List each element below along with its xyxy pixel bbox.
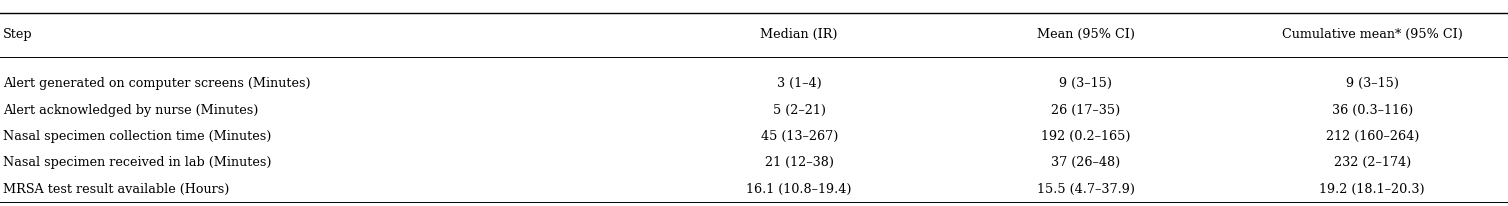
Text: Median (IR): Median (IR)	[760, 28, 838, 40]
Text: Nasal specimen collection time (Minutes): Nasal specimen collection time (Minutes)	[3, 129, 271, 142]
Text: 5 (2–21): 5 (2–21)	[772, 103, 826, 116]
Text: 16.1 (10.8–19.4): 16.1 (10.8–19.4)	[746, 182, 852, 194]
Text: 192 (0.2–165): 192 (0.2–165)	[1041, 129, 1131, 142]
Text: MRSA test result available (Hours): MRSA test result available (Hours)	[3, 182, 229, 194]
Text: 212 (160–264): 212 (160–264)	[1326, 129, 1419, 142]
Text: Alert generated on computer screens (Minutes): Alert generated on computer screens (Min…	[3, 77, 311, 90]
Text: 9 (3–15): 9 (3–15)	[1059, 77, 1113, 90]
Text: 9 (3–15): 9 (3–15)	[1345, 77, 1399, 90]
Text: Cumulative mean* (95% CI): Cumulative mean* (95% CI)	[1282, 28, 1463, 40]
Text: 15.5 (4.7–37.9): 15.5 (4.7–37.9)	[1038, 182, 1134, 194]
Text: 37 (26–48): 37 (26–48)	[1051, 156, 1120, 168]
Text: 45 (13–267): 45 (13–267)	[760, 129, 838, 142]
Text: Step: Step	[3, 28, 33, 40]
Text: Nasal specimen received in lab (Minutes): Nasal specimen received in lab (Minutes)	[3, 156, 271, 168]
Text: 26 (17–35): 26 (17–35)	[1051, 103, 1120, 116]
Text: 21 (12–38): 21 (12–38)	[765, 156, 834, 168]
Text: 36 (0.3–116): 36 (0.3–116)	[1332, 103, 1413, 116]
Text: 3 (1–4): 3 (1–4)	[777, 77, 822, 90]
Text: Mean (95% CI): Mean (95% CI)	[1038, 28, 1134, 40]
Text: 232 (2–174): 232 (2–174)	[1333, 156, 1411, 168]
Text: Alert acknowledged by nurse (Minutes): Alert acknowledged by nurse (Minutes)	[3, 103, 258, 116]
Text: 19.2 (18.1–20.3): 19.2 (18.1–20.3)	[1320, 182, 1425, 194]
